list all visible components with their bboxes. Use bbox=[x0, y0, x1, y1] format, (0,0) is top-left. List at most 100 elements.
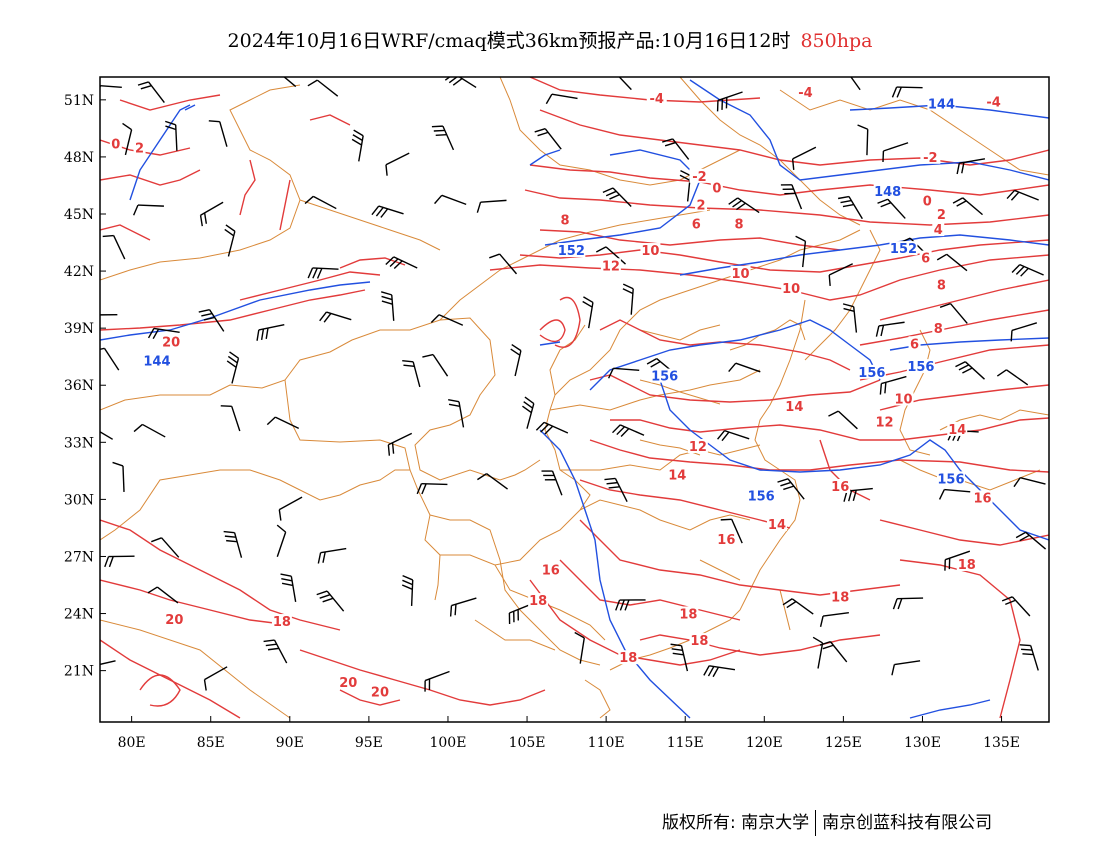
temperature-label: 10 bbox=[782, 282, 800, 297]
wind-barb bbox=[448, 398, 465, 428]
temperature-label-bg bbox=[766, 517, 787, 532]
temperature-label: 16 bbox=[974, 491, 992, 506]
temperature-label-bg bbox=[893, 391, 914, 406]
temperature-label: 0 bbox=[712, 181, 721, 196]
boundary-lines bbox=[100, 77, 1049, 719]
wind-barb bbox=[857, 124, 869, 156]
height-label-bg bbox=[906, 359, 935, 374]
temperature-label: 18 bbox=[529, 594, 547, 609]
wind-barb bbox=[280, 573, 297, 602]
wind-barb bbox=[133, 423, 166, 438]
temperature-label-bg bbox=[784, 399, 805, 414]
wind-barb bbox=[996, 369, 1029, 386]
wind-barb bbox=[199, 201, 224, 227]
height-label-bg bbox=[650, 368, 679, 383]
wind-barb bbox=[223, 530, 243, 558]
wind-barb bbox=[670, 643, 689, 672]
temperature-label: 12 bbox=[875, 415, 893, 430]
map-frame bbox=[99, 76, 1050, 723]
wind-barb bbox=[837, 195, 863, 220]
wind-barb bbox=[1010, 322, 1038, 342]
wind-barb bbox=[424, 670, 450, 692]
lat-label: 48N bbox=[64, 150, 94, 166]
wind-barb bbox=[402, 360, 421, 388]
temperature-label: 2 bbox=[135, 141, 144, 156]
temperature-label-bg bbox=[874, 414, 895, 429]
temperature-label-bg bbox=[540, 562, 561, 577]
wind-barb bbox=[879, 375, 907, 395]
temperature-label: 14 bbox=[768, 518, 786, 533]
wind-barb bbox=[782, 598, 814, 615]
wind-barb bbox=[444, 77, 477, 89]
height-label: 152 bbox=[890, 242, 917, 257]
lon-label: 90E bbox=[276, 735, 304, 751]
temperature-label-bg bbox=[830, 478, 851, 493]
wind-barb bbox=[477, 473, 508, 490]
temperature-label-bg bbox=[690, 216, 703, 231]
map-title: 2024年10月16日WRF/cmaq模式36km预报产品:10月16日12时 8… bbox=[0, 26, 1100, 53]
temperature-label-bg bbox=[689, 633, 710, 648]
wind-barb bbox=[679, 169, 691, 202]
wind-barb bbox=[100, 660, 116, 666]
temperature-label-bg bbox=[932, 222, 945, 237]
wind-barb bbox=[604, 477, 628, 502]
wind-barb bbox=[1015, 531, 1047, 550]
lon-label: 130E bbox=[904, 735, 941, 751]
wind-barb bbox=[892, 597, 924, 610]
temperature-label: -2 bbox=[923, 151, 937, 166]
temperature-label-bg bbox=[133, 140, 146, 155]
height-label-bg bbox=[557, 243, 586, 258]
temperature-label-bg bbox=[689, 168, 710, 183]
wind-barb bbox=[137, 81, 165, 104]
wind-barb bbox=[703, 665, 736, 678]
longitude-axis: 80E 85E 90E 95E 100E 105E 110E 115E 120E 125E 130E… bbox=[118, 716, 1020, 751]
temperature-label-bg bbox=[687, 439, 708, 454]
wind-barb bbox=[380, 291, 395, 321]
temperature-label: 2 bbox=[937, 208, 946, 223]
wind-barb bbox=[819, 640, 848, 663]
temperature-label-bg bbox=[646, 90, 667, 105]
height-label-bg bbox=[889, 241, 918, 256]
wind-barb bbox=[351, 129, 364, 162]
wind-barb bbox=[791, 146, 817, 170]
height-label: 152 bbox=[558, 244, 585, 259]
temperature-label-bg bbox=[640, 243, 661, 258]
temperature-label-bg bbox=[781, 281, 802, 296]
wind-barb bbox=[316, 590, 345, 612]
temperature-label-bg bbox=[667, 467, 688, 482]
wind-barb bbox=[1019, 644, 1039, 671]
wind-barb bbox=[612, 424, 645, 437]
height-label-bg bbox=[873, 184, 902, 199]
wind-barb bbox=[401, 574, 414, 606]
temperature-label-bg bbox=[164, 612, 185, 627]
temperature-label-bg bbox=[935, 206, 948, 221]
copyright-text: 版权所有: 南京大学 bbox=[662, 813, 810, 833]
temperature-label-bg bbox=[795, 85, 816, 100]
wind-barb bbox=[307, 267, 339, 279]
wind-barb bbox=[304, 195, 337, 210]
height-label: 156 bbox=[748, 489, 775, 504]
wind-barb bbox=[102, 234, 126, 260]
lat-label: 42N bbox=[64, 264, 94, 280]
wind-barb bbox=[952, 197, 983, 216]
temperature-label: 10 bbox=[732, 267, 750, 282]
wind-barb bbox=[828, 410, 858, 430]
temperature-label: 6 bbox=[910, 337, 919, 352]
temperature-label: 20 bbox=[162, 335, 180, 350]
temperature-label-bg bbox=[921, 193, 934, 208]
lat-label: 39N bbox=[64, 321, 94, 337]
wind-barb bbox=[112, 461, 125, 492]
temperature-label: 8 bbox=[934, 322, 943, 337]
wind-barb bbox=[877, 198, 906, 219]
height-label-bg bbox=[936, 471, 965, 486]
wind-barb bbox=[842, 303, 858, 333]
wind-barb bbox=[100, 314, 118, 316]
wind-barb bbox=[100, 431, 114, 440]
lat-label: 51N bbox=[64, 93, 94, 109]
lat-label: 24N bbox=[64, 607, 94, 623]
temperature-label: 18 bbox=[619, 651, 637, 666]
wind-barb bbox=[882, 142, 909, 163]
temperature-label: 4 bbox=[934, 223, 943, 238]
wind-barb bbox=[534, 128, 562, 150]
